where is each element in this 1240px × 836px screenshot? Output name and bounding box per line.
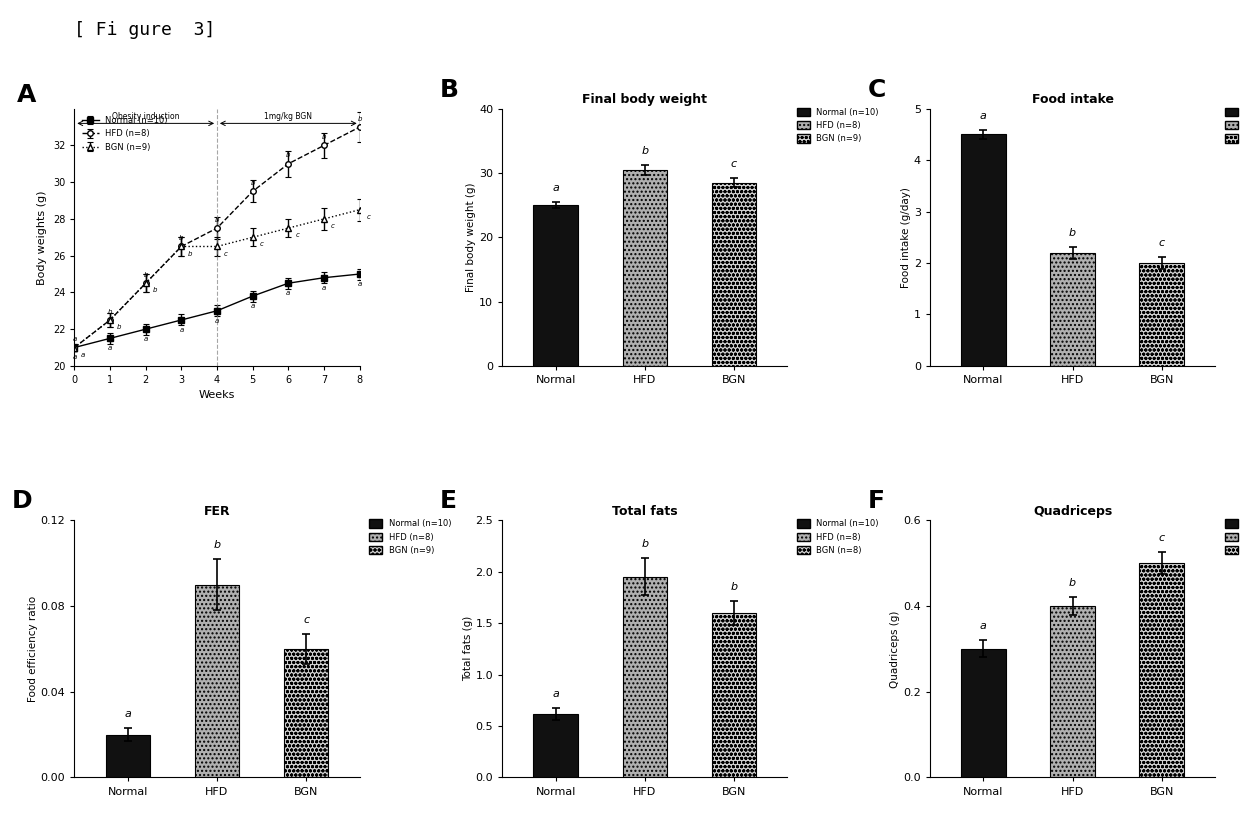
Title: Quadriceps: Quadriceps xyxy=(1033,505,1112,517)
Text: b: b xyxy=(641,145,649,155)
Bar xyxy=(533,714,578,777)
Bar xyxy=(961,135,1006,366)
Legend: Normal (n=10), HFD (n=8), BGN (n=9): Normal (n=10), HFD (n=8), BGN (n=9) xyxy=(370,519,451,555)
Text: a: a xyxy=(980,621,987,631)
Bar xyxy=(533,205,578,366)
Text: c: c xyxy=(1158,237,1164,247)
Text: b: b xyxy=(730,582,738,592)
Legend: Normal (n=10), HFD (n=8), BGN (n=9): Normal (n=10), HFD (n=8), BGN (n=9) xyxy=(797,108,879,143)
Bar xyxy=(195,584,239,777)
Y-axis label: Body weights (g): Body weights (g) xyxy=(37,190,47,284)
Bar xyxy=(1140,563,1184,777)
Text: b: b xyxy=(153,288,157,293)
Bar xyxy=(1050,606,1095,777)
Text: b: b xyxy=(179,235,184,241)
Text: Obesity induction: Obesity induction xyxy=(112,112,180,120)
Bar xyxy=(1140,263,1184,366)
Bar xyxy=(712,182,756,366)
Text: b: b xyxy=(641,539,649,549)
Bar xyxy=(284,649,329,777)
Text: b: b xyxy=(215,217,219,222)
Title: FER: FER xyxy=(203,505,231,517)
Text: a: a xyxy=(180,327,184,333)
Text: a: a xyxy=(72,354,77,360)
Y-axis label: Food efficiency ratio: Food efficiency ratio xyxy=(27,596,38,702)
Text: b: b xyxy=(1069,579,1076,589)
Text: b: b xyxy=(213,540,221,550)
Text: c: c xyxy=(303,614,309,624)
Text: a: a xyxy=(552,689,559,699)
Text: a: a xyxy=(357,281,362,287)
Text: a: a xyxy=(108,345,112,351)
Y-axis label: Quadriceps (g): Quadriceps (g) xyxy=(890,610,900,687)
Text: b: b xyxy=(286,152,290,158)
Text: a: a xyxy=(980,111,987,121)
Text: c: c xyxy=(224,251,228,257)
Text: a: a xyxy=(552,183,559,193)
Bar xyxy=(105,735,150,777)
Text: c: c xyxy=(331,223,335,229)
Title: Final body weight: Final body weight xyxy=(583,93,707,106)
Text: a: a xyxy=(250,303,254,309)
Text: a: a xyxy=(124,709,131,719)
Bar xyxy=(1050,252,1095,366)
Legend: Normal (n=10), HFD (n=8), BGN (n=9): Normal (n=10), HFD (n=8), BGN (n=9) xyxy=(1225,519,1240,555)
Y-axis label: Food intake (g/day): Food intake (g/day) xyxy=(901,187,911,288)
X-axis label: Weeks: Weeks xyxy=(198,390,236,400)
Text: [ Fi gure  3]: [ Fi gure 3] xyxy=(74,21,216,39)
Text: C: C xyxy=(867,78,885,102)
Text: b: b xyxy=(117,324,122,330)
Bar xyxy=(961,649,1006,777)
Text: b: b xyxy=(188,251,192,257)
Text: a: a xyxy=(144,336,148,342)
Legend: Normal (n=10), HFD (n=8), BGN (n=8): Normal (n=10), HFD (n=8), BGN (n=8) xyxy=(797,519,879,555)
Text: a: a xyxy=(286,290,290,296)
Text: c: c xyxy=(730,159,737,169)
Y-axis label: Total fats (g): Total fats (g) xyxy=(463,616,472,681)
Text: b: b xyxy=(321,134,326,140)
Text: c: c xyxy=(367,214,371,220)
Text: c: c xyxy=(1158,533,1164,543)
Bar xyxy=(712,613,756,777)
Text: B: B xyxy=(439,78,459,102)
Text: E: E xyxy=(439,489,456,513)
Text: b: b xyxy=(1069,227,1076,237)
Text: A: A xyxy=(17,83,37,107)
Text: b: b xyxy=(108,308,113,314)
Text: b: b xyxy=(357,115,362,121)
Text: D: D xyxy=(11,489,32,513)
Y-axis label: Final body weight (g): Final body weight (g) xyxy=(466,182,476,292)
Text: c: c xyxy=(259,242,263,247)
Text: 1mg/kg BGN: 1mg/kg BGN xyxy=(264,112,312,120)
Text: b: b xyxy=(144,272,148,278)
Bar xyxy=(622,577,667,777)
Text: F: F xyxy=(867,489,884,513)
Legend: Normal (n=10), HFD (n=8), BGN (n=9): Normal (n=10), HFD (n=8), BGN (n=9) xyxy=(78,113,171,155)
Text: b: b xyxy=(250,180,255,186)
Text: c: c xyxy=(295,232,299,238)
Legend: Normal (n=10), HFD (n=8), BGN (n=9): Normal (n=10), HFD (n=8), BGN (n=9) xyxy=(1225,108,1240,143)
Bar xyxy=(622,170,667,366)
Text: a: a xyxy=(322,285,326,291)
Title: Food intake: Food intake xyxy=(1032,93,1114,106)
Text: a: a xyxy=(215,318,219,324)
Title: Total fats: Total fats xyxy=(613,505,677,517)
Text: a: a xyxy=(81,352,86,358)
Text: a: a xyxy=(72,336,77,342)
